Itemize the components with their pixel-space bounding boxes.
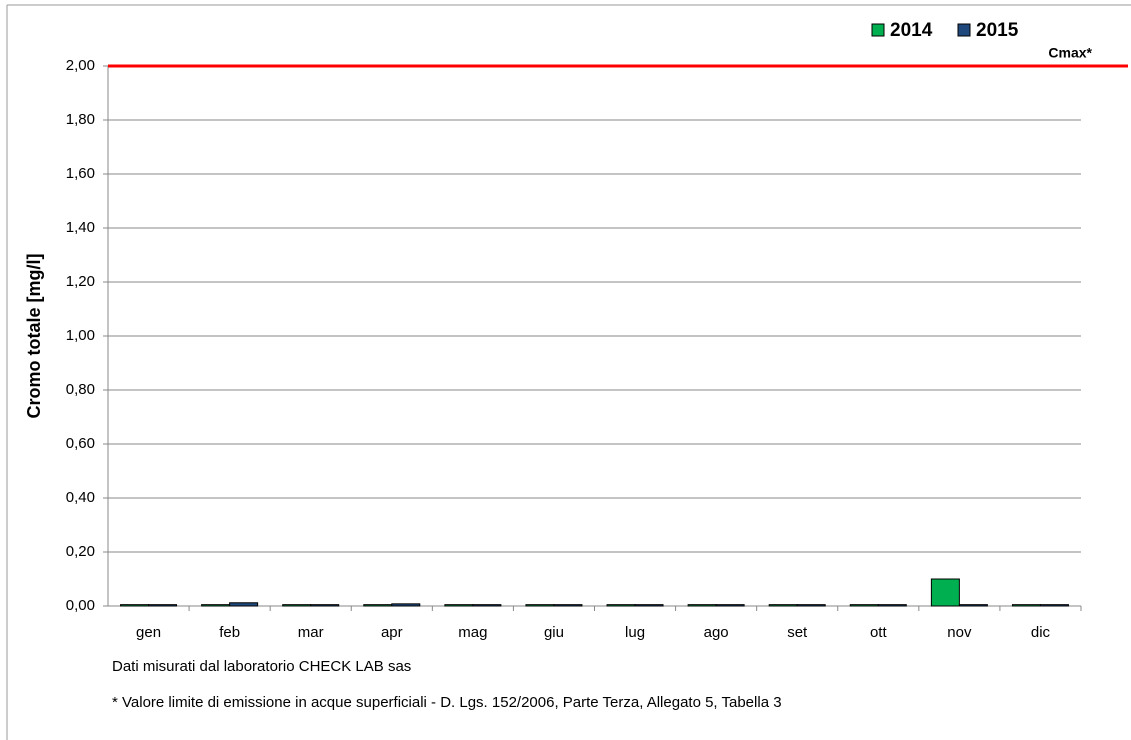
x-tick-label: feb bbox=[219, 624, 240, 641]
x-tick-label: dic bbox=[1031, 624, 1051, 641]
bar bbox=[715, 604, 745, 607]
bar bbox=[1039, 604, 1069, 607]
y-tick-label: 1,60 bbox=[66, 165, 95, 182]
bar bbox=[634, 604, 664, 607]
bar bbox=[472, 604, 502, 607]
bar bbox=[606, 604, 636, 607]
x-tick-label: apr bbox=[381, 624, 403, 641]
bar bbox=[201, 604, 231, 607]
y-tick-label: 0,60 bbox=[66, 435, 95, 452]
bar bbox=[148, 604, 178, 607]
y-tick-label: 0,80 bbox=[66, 381, 95, 398]
x-tick-label: lug bbox=[625, 624, 645, 641]
bar bbox=[391, 603, 421, 607]
bar bbox=[553, 604, 583, 607]
bar bbox=[229, 602, 259, 607]
x-tick-label: mar bbox=[298, 624, 324, 641]
legend-label: 2014 bbox=[890, 20, 933, 41]
legend-swatch bbox=[957, 23, 971, 37]
bar bbox=[877, 604, 907, 607]
bar bbox=[310, 604, 340, 607]
y-tick-label: 1,40 bbox=[66, 219, 95, 236]
x-tick-label: ott bbox=[870, 624, 888, 641]
x-tick-label: mag bbox=[458, 624, 487, 641]
y-tick-label: 2,00 bbox=[66, 57, 95, 74]
footnote: * Valore limite di emissione in acque su… bbox=[112, 694, 782, 711]
bar bbox=[930, 578, 960, 607]
footnote: Dati misurati dal laboratorio CHECK LAB … bbox=[112, 658, 411, 675]
bar bbox=[525, 604, 555, 607]
y-tick-label: 0,20 bbox=[66, 543, 95, 560]
x-tick-label: giu bbox=[544, 624, 564, 641]
bar bbox=[849, 604, 879, 607]
y-tick-label: 1,20 bbox=[66, 273, 95, 290]
bar bbox=[768, 604, 798, 607]
x-tick-label: nov bbox=[947, 624, 972, 641]
y-tick-label: 0,00 bbox=[66, 597, 95, 614]
bar bbox=[796, 604, 826, 607]
legend-label: 2015 bbox=[976, 20, 1019, 41]
bar bbox=[120, 604, 150, 607]
bar bbox=[687, 604, 717, 607]
x-tick-label: ago bbox=[704, 624, 729, 641]
legend-swatch bbox=[871, 23, 885, 37]
y-tick-label: 1,00 bbox=[66, 327, 95, 344]
bar bbox=[958, 604, 988, 607]
y-tick-label: 1,80 bbox=[66, 111, 95, 128]
bar bbox=[363, 604, 393, 607]
x-tick-label: gen bbox=[136, 624, 161, 641]
bar bbox=[1011, 604, 1041, 607]
y-tick-label: 0,40 bbox=[66, 489, 95, 506]
bar bbox=[282, 604, 312, 607]
x-tick-label: set bbox=[787, 624, 808, 641]
threshold-label: Cmax* bbox=[1048, 45, 1092, 61]
bar bbox=[444, 604, 474, 607]
y-axis-title: Cromo totale [mg/l] bbox=[24, 254, 44, 419]
